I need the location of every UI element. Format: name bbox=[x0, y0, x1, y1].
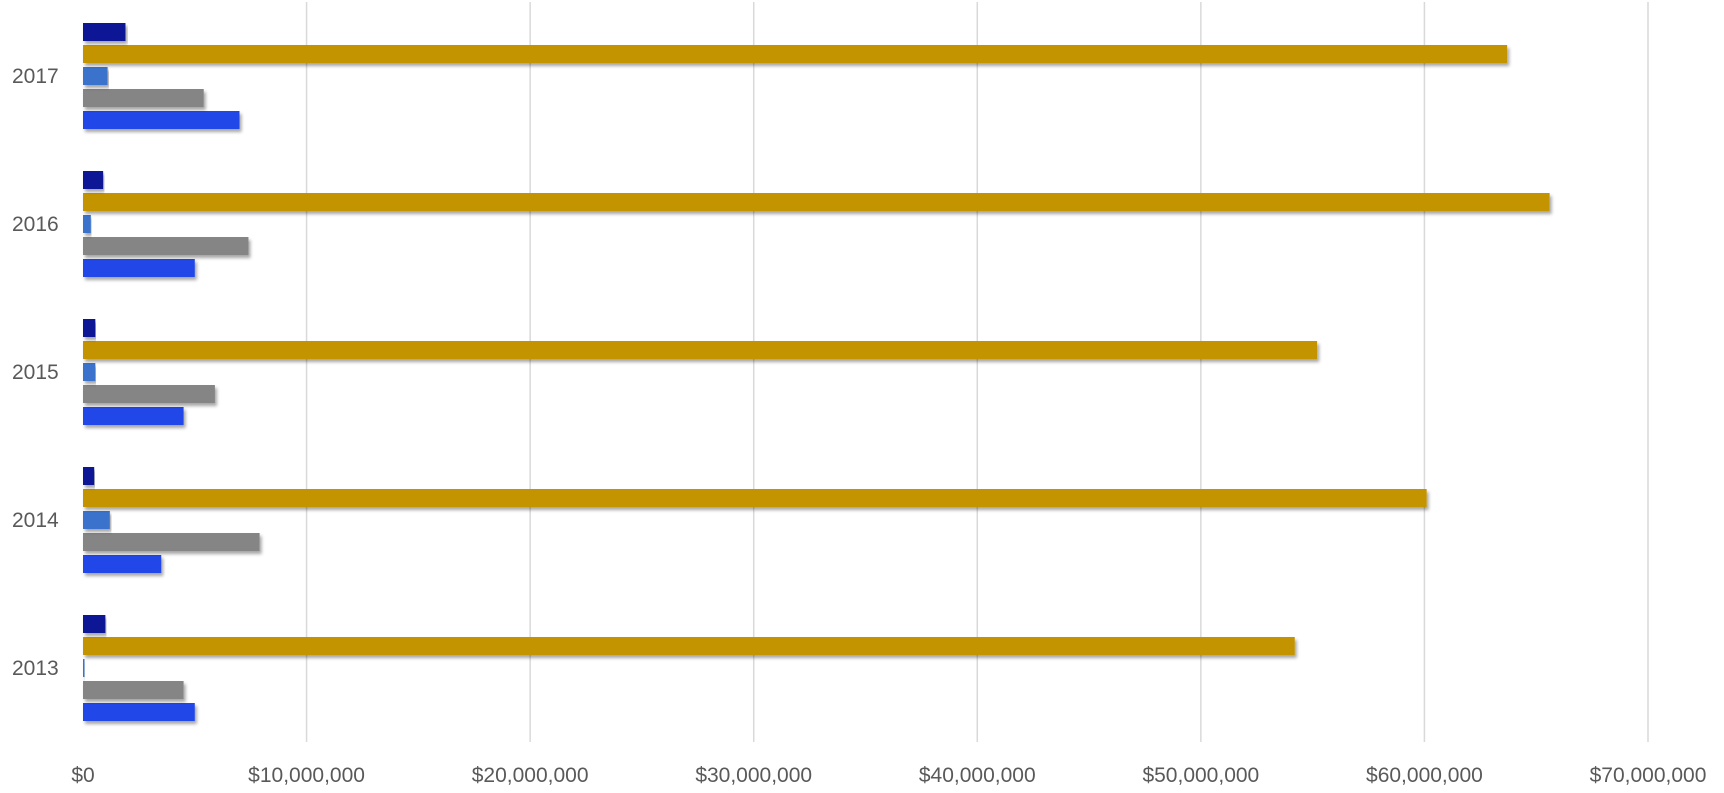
gridlines bbox=[305, 2, 1649, 742]
bars bbox=[83, 23, 1550, 721]
x-tick-label: $10,000,000 bbox=[248, 764, 365, 787]
x-axis-labels: $0 $10,000,000 $20,000,000 $30,000,000 $40,0… bbox=[71, 764, 1706, 787]
bar-2016-series-5 bbox=[83, 171, 104, 189]
bar-2014-series-4 bbox=[83, 489, 1427, 507]
bar-2017-series-4 bbox=[83, 45, 1508, 63]
y-category-label: 2015 bbox=[12, 361, 59, 384]
bar-2017-series-2 bbox=[83, 89, 204, 107]
bar-2013-series-5 bbox=[83, 615, 106, 633]
x-tick-label: $50,000,000 bbox=[1142, 764, 1259, 787]
bar-2017-series-3 bbox=[83, 67, 108, 85]
bar-2016-series-3 bbox=[83, 215, 91, 233]
bar-2015-series-4 bbox=[83, 341, 1318, 359]
bar-2014-series-5 bbox=[83, 467, 95, 485]
bar-2013-series-2 bbox=[83, 681, 184, 699]
bar-2016-series-4 bbox=[83, 193, 1550, 211]
x-tick-label: $30,000,000 bbox=[695, 764, 812, 787]
bar-2015-series-1 bbox=[83, 407, 184, 425]
bar-2014-series-2 bbox=[83, 533, 260, 551]
bar-2016-series-2 bbox=[83, 237, 249, 255]
bar-2015-series-2 bbox=[83, 385, 215, 403]
y-category-label: 2017 bbox=[12, 65, 59, 88]
x-tick-label: $60,000,000 bbox=[1366, 764, 1483, 787]
bar-2017-series-1 bbox=[83, 111, 240, 129]
x-tick-label: $0 bbox=[71, 764, 94, 787]
y-category-label: 2016 bbox=[12, 213, 59, 236]
bar-2014-series-1 bbox=[83, 555, 162, 573]
bar-2015-series-3 bbox=[83, 363, 96, 381]
bar-2014-series-3 bbox=[83, 511, 110, 529]
bar-2013-series-1 bbox=[83, 703, 195, 721]
x-tick-label: $20,000,000 bbox=[472, 764, 589, 787]
bar-2013-series-4 bbox=[83, 637, 1295, 655]
y-axis-labels: 2013 2014 2015 2016 2017 bbox=[12, 65, 59, 680]
bar-2016-series-1 bbox=[83, 259, 195, 277]
x-tick-label: $40,000,000 bbox=[919, 764, 1036, 787]
bar-2015-series-5 bbox=[83, 319, 96, 337]
bar-2017-series-5 bbox=[83, 23, 126, 41]
y-category-label: 2013 bbox=[12, 657, 59, 680]
x-tick-label: $70,000,000 bbox=[1590, 764, 1707, 787]
bar-2013-series-3 bbox=[83, 659, 85, 677]
y-category-label: 2014 bbox=[12, 509, 59, 532]
